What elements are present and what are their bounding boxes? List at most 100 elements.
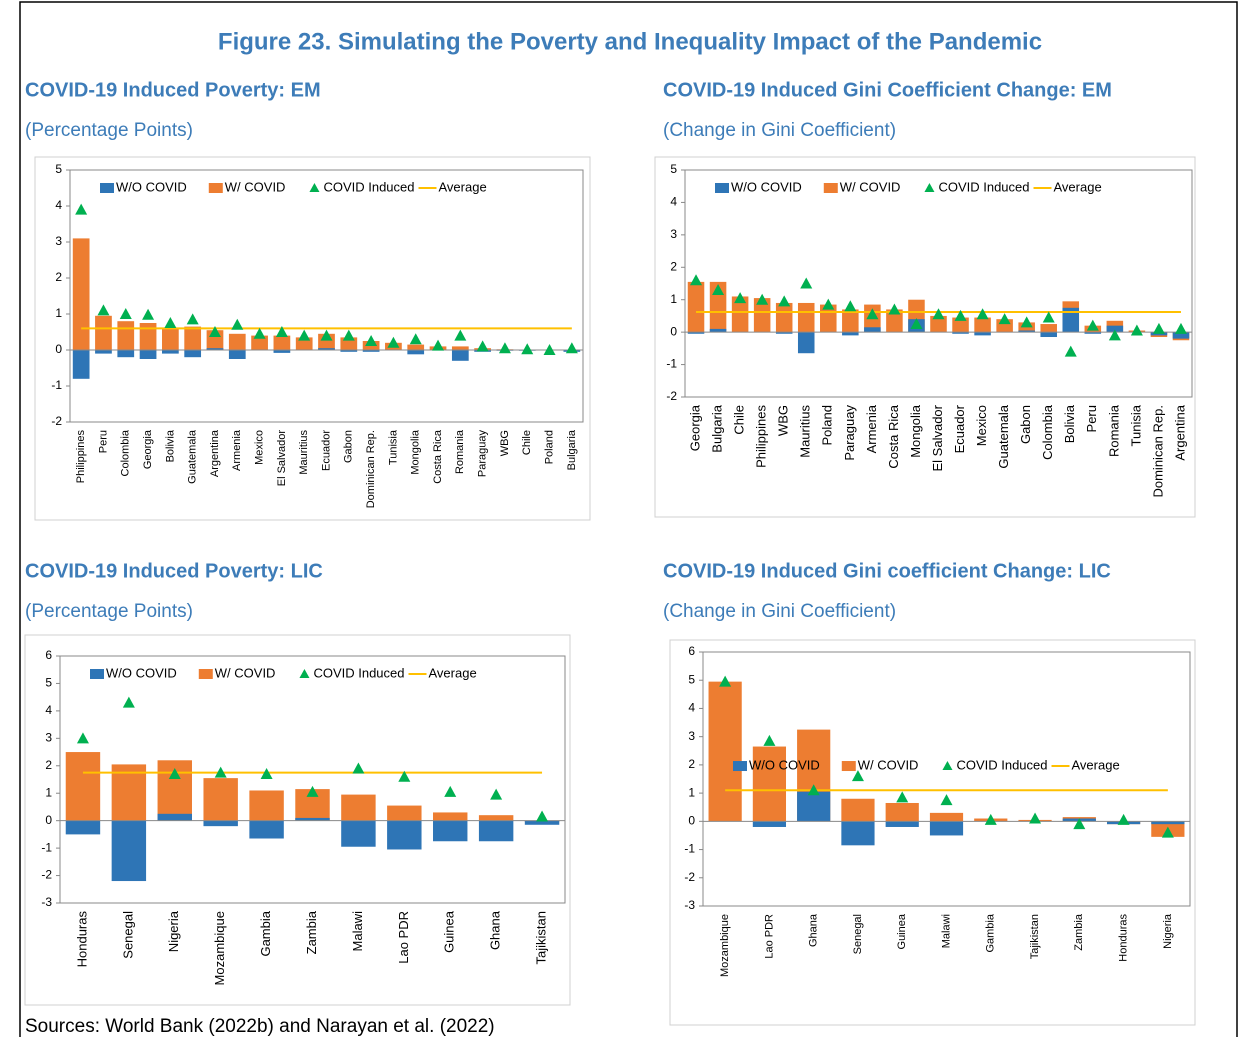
triangle-marker bbox=[543, 344, 556, 355]
x-tick-label: Ecuador bbox=[320, 430, 332, 471]
triangle-marker bbox=[1073, 818, 1086, 830]
x-tick-label: Mexico bbox=[974, 405, 989, 446]
bar bbox=[1040, 324, 1057, 333]
legend-label: W/O COVID bbox=[116, 179, 187, 194]
x-tick-label: El Salvador bbox=[276, 430, 288, 487]
x-tick-label: Zambia bbox=[304, 910, 319, 954]
bar bbox=[228, 333, 246, 350]
x-tick-label: Gabon bbox=[1018, 405, 1033, 444]
bar bbox=[72, 350, 90, 379]
y-tick-label: 6 bbox=[45, 648, 52, 662]
bar bbox=[687, 281, 705, 333]
y-tick-label: 6 bbox=[688, 644, 695, 658]
bar bbox=[273, 350, 291, 353]
y-tick-label: -2 bbox=[41, 868, 52, 882]
y-tick-label: -3 bbox=[684, 898, 695, 912]
legend-label: COVID Induced bbox=[323, 179, 414, 194]
triangle-marker bbox=[1020, 316, 1033, 328]
y-tick-label: -2 bbox=[684, 870, 695, 884]
bar bbox=[139, 323, 157, 350]
y-tick-label: 4 bbox=[55, 198, 62, 212]
x-tick-label: Mongolia bbox=[908, 404, 923, 458]
x-tick-label: Bulgaria bbox=[566, 429, 578, 470]
x-tick-label: Colombia bbox=[1040, 404, 1055, 460]
x-tick-label: Ghana bbox=[808, 913, 820, 947]
triangle-marker bbox=[498, 342, 511, 354]
legend-swatch bbox=[841, 761, 856, 772]
triangle-marker bbox=[306, 785, 319, 797]
x-tick-label: Romania bbox=[454, 429, 466, 474]
chart-subtitle: (Change in Gini Coefficient) bbox=[663, 601, 896, 622]
triangle-marker bbox=[690, 274, 703, 286]
bar bbox=[797, 332, 815, 354]
bar bbox=[318, 348, 335, 350]
y-tick-label: 1 bbox=[688, 785, 695, 799]
triangle-marker bbox=[800, 277, 813, 289]
y-tick-label: 1 bbox=[55, 306, 62, 320]
x-tick-label: Nigeria bbox=[166, 910, 181, 952]
chart-title: COVID-19 Induced Gini Coefficient Change… bbox=[663, 79, 1112, 101]
triangle-marker bbox=[1086, 319, 1099, 331]
triangle-marker bbox=[122, 696, 135, 708]
triangle-marker bbox=[984, 813, 997, 825]
x-tick-label: Tajikistan bbox=[1029, 914, 1041, 959]
triangle-marker bbox=[365, 335, 378, 346]
triangle-marker bbox=[444, 785, 457, 797]
bar bbox=[451, 350, 469, 361]
bar bbox=[273, 335, 291, 350]
bar bbox=[1151, 821, 1185, 825]
bar bbox=[295, 817, 330, 821]
bar bbox=[162, 350, 179, 354]
triangle-marker bbox=[97, 304, 110, 316]
bar bbox=[111, 764, 147, 821]
triangle-marker bbox=[1064, 345, 1077, 357]
y-tick-label: 5 bbox=[670, 162, 677, 176]
x-tick-label: Costa Rica bbox=[886, 404, 901, 468]
legend-swatch bbox=[208, 183, 223, 193]
bar bbox=[753, 298, 771, 333]
y-tick-label: 0 bbox=[688, 814, 695, 828]
triangle-marker bbox=[490, 788, 503, 800]
x-tick-label: Guatemala bbox=[996, 404, 1011, 468]
legend-swatch bbox=[733, 761, 747, 772]
triangle-marker bbox=[320, 329, 333, 341]
x-tick-label: Zambia bbox=[1073, 913, 1085, 951]
y-tick-label: -1 bbox=[41, 840, 52, 854]
bar bbox=[203, 820, 238, 827]
bar bbox=[886, 309, 903, 333]
y-tick-label: 3 bbox=[688, 729, 695, 743]
triangle-marker bbox=[186, 313, 199, 325]
bar bbox=[95, 315, 112, 350]
chart-title: COVID-19 Induced Poverty: LIC bbox=[25, 560, 323, 582]
bar bbox=[65, 752, 101, 821]
triangle-marker bbox=[142, 308, 155, 320]
x-tick-label: Mauritius bbox=[298, 430, 310, 475]
triangle-marker bbox=[76, 732, 89, 744]
legend-swatch bbox=[198, 669, 213, 679]
y-tick-label: -1 bbox=[51, 378, 62, 392]
x-tick-label: Peru bbox=[97, 430, 109, 453]
bar bbox=[775, 332, 793, 334]
bar bbox=[249, 820, 284, 839]
y-tick-label: -2 bbox=[666, 389, 677, 403]
x-tick-label: Honduras bbox=[1117, 914, 1129, 962]
y-tick-label: -1 bbox=[666, 357, 677, 371]
figure-title: Figure 23. Simulating the Poverty and In… bbox=[218, 28, 1042, 55]
bar bbox=[752, 821, 787, 827]
triangle-marker bbox=[932, 308, 945, 320]
legend-label: W/ COVID bbox=[840, 179, 901, 194]
triangle-marker bbox=[807, 784, 820, 796]
triangle-marker bbox=[387, 336, 400, 348]
triangle-marker bbox=[954, 309, 967, 321]
x-tick-label: Paraguay bbox=[842, 405, 857, 461]
chart-subtitle: (Change in Gini Coefficient) bbox=[663, 120, 896, 141]
x-tick-label: WBG bbox=[499, 430, 511, 456]
y-tick-label: 2 bbox=[688, 757, 695, 771]
legend-label: W/ COVID bbox=[215, 665, 276, 680]
y-tick-label: 3 bbox=[45, 731, 52, 745]
triangle-marker bbox=[298, 329, 311, 341]
triangle-marker bbox=[851, 770, 864, 782]
legend-label: Average bbox=[439, 179, 487, 194]
triangle-marker bbox=[565, 342, 578, 354]
bar bbox=[139, 350, 157, 359]
